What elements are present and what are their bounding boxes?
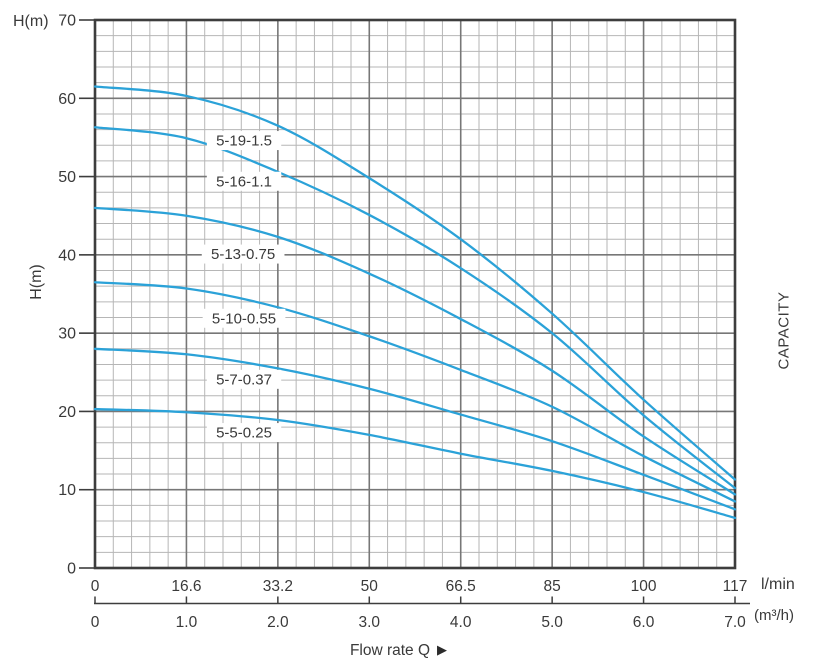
y-tick-label: 20 <box>58 404 76 421</box>
y-tick-label: 30 <box>58 326 76 343</box>
curve-label-box <box>206 131 282 151</box>
curve-5-10-0.55 <box>93 281 737 503</box>
y-tick-label: 70 <box>58 13 76 30</box>
x-tick-label-lmin: 100 <box>631 578 657 595</box>
x-tick-label-lmin: 117 <box>723 578 748 595</box>
curve-label: 5-16-1.1 <box>216 173 272 190</box>
curve-label-box <box>206 171 282 191</box>
x-tick-label-m3h: 6.0 <box>633 614 655 631</box>
curve-label-box <box>201 244 285 264</box>
x-tick-label-m3h: 3.0 <box>359 614 381 631</box>
x-tick-label-m3h: 2.0 <box>267 614 289 631</box>
y-tick-label: 0 <box>67 561 76 578</box>
x-tick-label-lmin: 0 <box>91 578 100 595</box>
x-unit-m3h: (m³/h) <box>754 607 794 624</box>
curve-label-box <box>202 308 286 328</box>
x-tick-label-m3h: 4.0 <box>450 614 472 631</box>
x-tick-label-m3h: 5.0 <box>541 614 563 631</box>
curve-label: 5-5-0.25 <box>216 425 272 442</box>
x-axis-title: Flow rate Q ▶ <box>0 643 811 659</box>
curve-label: 5-7-0.37 <box>216 371 272 388</box>
y-tick-label: 50 <box>58 169 76 186</box>
arrow-right-icon: ▶ <box>437 642 448 657</box>
curve-label-box <box>206 369 282 389</box>
capacity-label: CAPACITY <box>775 291 793 370</box>
y-tick-label: 10 <box>58 482 76 499</box>
curve-5-7-0.37 <box>93 347 737 511</box>
plot-frame <box>93 18 737 570</box>
x-tick-label-m3h: 7.0 <box>724 614 746 631</box>
y-unit-label-top: H(m) <box>13 13 49 30</box>
x-tick-label-lmin: 66.5 <box>446 578 476 595</box>
y-tick-label: 40 <box>58 247 76 264</box>
x-tick-label-lmin: 33.2 <box>263 578 293 595</box>
curve-label: 5-19-1.5 <box>216 133 272 150</box>
curve-label: 5-10-0.55 <box>212 310 276 327</box>
curve-5-13-0.75 <box>93 206 737 496</box>
curve-5-5-0.25 <box>93 407 737 520</box>
x-tick-label-lmin: 50 <box>361 578 379 595</box>
curve-label: 5-13-0.75 <box>211 246 275 263</box>
curve-5-16-1.1 <box>93 126 737 490</box>
curve-label-box <box>206 423 282 443</box>
y-tick-label: 60 <box>58 91 76 108</box>
x-axis-title-text: Flow rate Q <box>349 642 431 659</box>
x-tick-label-m3h: 0 <box>91 614 100 631</box>
x-tick-label-m3h: 1.0 <box>176 614 198 631</box>
curve-5-19-1.5 <box>93 85 737 481</box>
y-axis-label: H(m) <box>28 264 45 300</box>
x-unit-lmin: l/min <box>761 576 795 593</box>
x-tick-label-lmin: 85 <box>544 578 561 595</box>
x-tick-label-lmin: 16.6 <box>171 578 201 595</box>
